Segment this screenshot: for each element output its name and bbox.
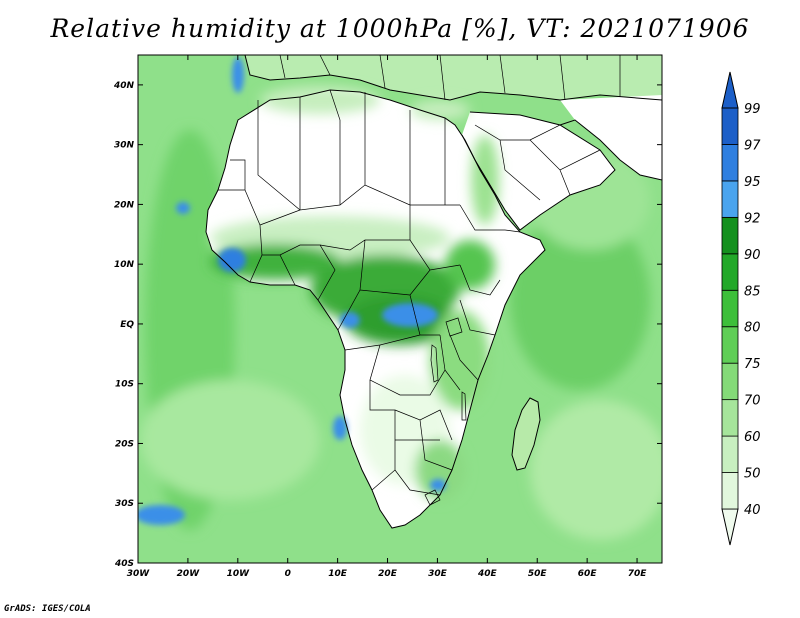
latitude-tick-label: 10N	[114, 260, 135, 270]
colorbar-level-label: 80	[744, 321, 761, 336]
colorbar-box	[721, 435, 739, 473]
latitude-tick-label: 10S	[115, 380, 134, 390]
longitude-tick-label: 60E	[578, 569, 598, 579]
colorbar-level-label: 75	[744, 357, 761, 372]
colorbar-lower-triangle	[721, 508, 739, 546]
longitude-tick-label: 10E	[328, 569, 348, 579]
latitude-ticks: 40N 30N 20N 10N EQ 10S 20S 30S 40S	[113, 81, 662, 569]
madagascar-coastline	[511, 397, 541, 471]
humid-patch-south-africa-east	[430, 479, 446, 491]
colorbar-level-label: 60	[744, 430, 761, 445]
colorbar-level-label: 99	[744, 102, 761, 117]
longitude-ticks: 30W 20W 10W 0 10E 20E 30E 40E 50E 60E 70E	[127, 55, 647, 579]
borders-middle-east	[474, 124, 601, 201]
lesotho-border	[424, 489, 441, 506]
south-east-coast-moist	[415, 440, 465, 500]
longitude-tick-label: 30E	[428, 569, 448, 579]
longitude-tick-label: 20W	[177, 569, 201, 579]
latitude-tick-label: 20N	[114, 200, 135, 210]
colorbar-box	[721, 326, 739, 364]
latitude-tick-label: 30N	[114, 141, 135, 151]
colorbar-box	[721, 107, 739, 145]
colorbar-box	[721, 399, 739, 437]
colorbar-level-label: 70	[744, 394, 761, 409]
red-sea-moist	[471, 135, 499, 225]
borders-north-africa	[257, 89, 460, 240]
colorbar-level-label: 92	[744, 211, 761, 226]
lake-malawi	[461, 391, 467, 421]
europe-land	[245, 55, 662, 100]
latitude-tick-label: 20S	[115, 439, 134, 449]
ocean-dry-patch-south-atlantic	[140, 380, 320, 500]
latitude-tick-label: 40S	[114, 559, 134, 569]
borders-europe	[279, 55, 621, 101]
map-title: Relative humidity at 1000hPa [%], VT: 20…	[50, 14, 750, 43]
ethiopia-wet-zone	[445, 240, 495, 290]
humid-patch-namibia-coast	[333, 416, 347, 440]
longitude-tick-label: 30W	[127, 569, 151, 579]
nile-delta-moist	[410, 100, 470, 120]
humid-patch-gabon	[340, 312, 360, 328]
madagascar-land	[512, 398, 540, 470]
latitude-tick-label: 30S	[115, 499, 134, 509]
colorbar-level-label: 90	[744, 248, 761, 263]
longitude-tick-label: 50E	[528, 569, 548, 579]
colorbar-box	[721, 362, 739, 401]
humid-patch-guinea	[218, 248, 246, 272]
persian-gulf-coastline	[559, 119, 662, 181]
borders-central-africa	[319, 239, 461, 396]
colorbar-level-label: 95	[744, 175, 761, 190]
colorbar-level-label: 40	[744, 503, 761, 518]
colorbar-box	[721, 289, 739, 328]
colorbar-box	[721, 144, 739, 182]
colorbar-level-label: 97	[744, 138, 761, 153]
africa-coastline	[205, 89, 546, 529]
credit-label: GrADS: IGES/COLA	[4, 604, 91, 614]
lake-victoria	[445, 317, 463, 337]
longitude-tick-label: 10W	[227, 569, 251, 579]
colorbar-level-label: 50	[744, 467, 761, 482]
colorbar-box	[721, 253, 739, 291]
longitude-tick-label: 70E	[628, 569, 648, 579]
borders-southern-africa	[369, 380, 453, 496]
latitude-tick-label: EQ	[120, 320, 134, 330]
borders-west-africa	[218, 159, 336, 301]
colorbar-level-label: 85	[744, 284, 761, 299]
humid-patch-sw-atlantic	[138, 505, 185, 525]
colorbar-box	[721, 472, 739, 510]
longitude-tick-label: 20E	[378, 569, 398, 579]
latitude-tick-label: 40N	[113, 81, 135, 91]
map-frame	[137, 54, 663, 564]
map-plot: 30W 20W 10W 0 10E 20E 30E 40E 50E 60E 70E 40N 30N 20…	[113, 54, 663, 579]
longitude-tick-label: 0	[285, 569, 291, 579]
ocean-moist-patch-indian	[510, 210, 650, 390]
humid-patch-iberia-coast	[232, 57, 244, 93]
colorbar-upper-triangle	[721, 71, 739, 109]
europe-coastline	[244, 55, 662, 101]
colorbar-box	[721, 216, 739, 255]
colorbar-box	[721, 180, 739, 218]
borders-east-africa	[444, 204, 521, 391]
iran-central-asia-land	[560, 95, 662, 180]
lake-tanganyika	[430, 344, 439, 383]
humid-patch-canary	[176, 202, 190, 214]
ocean-dry-patch-indian	[530, 400, 662, 540]
north-african-coast-moist	[260, 86, 380, 114]
humid-patch-congo	[382, 303, 438, 327]
longitude-tick-label: 40E	[477, 569, 498, 579]
